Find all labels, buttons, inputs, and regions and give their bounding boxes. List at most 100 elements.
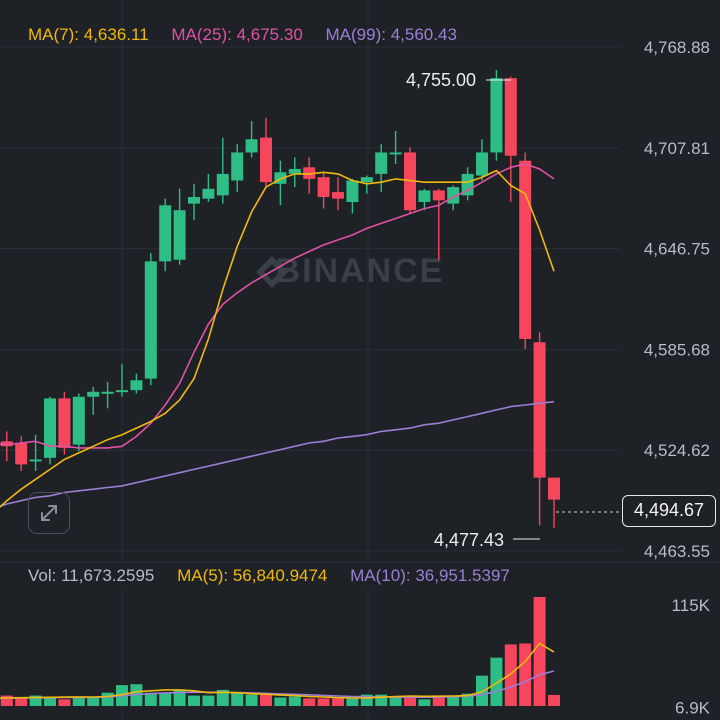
- volume-bar: [231, 692, 244, 706]
- candle: [375, 144, 388, 193]
- volume-bar: [188, 695, 200, 706]
- candle: [548, 477, 560, 529]
- candle-body: [519, 160, 532, 339]
- candle: [332, 177, 344, 211]
- candle-body: [159, 205, 172, 262]
- logo-diamond: [256, 256, 288, 288]
- volume-bar: [173, 689, 186, 706]
- candle-body: [548, 477, 560, 500]
- candle-body: [332, 192, 344, 199]
- volume-bar: [375, 694, 388, 706]
- volume-bar: [533, 597, 546, 706]
- candle-body: [274, 172, 287, 184]
- candle: [360, 175, 373, 194]
- price-tick-label: 4,707.81: [644, 139, 710, 158]
- volume-bar: [548, 694, 560, 706]
- ma25-value: 4,675.30: [236, 25, 303, 44]
- candles: [0, 69, 560, 529]
- candle-body: [418, 190, 431, 202]
- candle-body: [375, 152, 388, 174]
- volume-bar: [317, 698, 330, 706]
- expand-chart-button[interactable]: [28, 492, 70, 534]
- vol-ma5-line: [0, 642, 555, 699]
- candle-body: [317, 177, 330, 198]
- candle-body: [476, 152, 488, 176]
- volume-tick-label: 115K: [672, 596, 711, 615]
- ma99-label: MA(99):: [325, 25, 386, 44]
- candle: [317, 172, 330, 209]
- volume-axis: 115K 6.9K: [672, 596, 711, 717]
- volume-bar: [288, 696, 301, 706]
- volume-bar: [159, 692, 172, 706]
- volume-bar: [15, 698, 28, 706]
- low-price-label: 4,477.43: [434, 530, 504, 550]
- volume-bar: [519, 643, 532, 706]
- candle: [173, 188, 186, 265]
- vol-ma10-label: MA(10):: [350, 566, 411, 585]
- candle: [476, 139, 488, 181]
- volume-bar: [44, 696, 56, 706]
- candle-body: [58, 398, 71, 448]
- price-tick-label: 4,646.75: [644, 240, 710, 259]
- candle: [432, 188, 445, 260]
- volume-bar: [504, 644, 517, 706]
- candle: [303, 157, 316, 194]
- candle-body: [389, 152, 402, 155]
- ma99-value: 4,560.43: [390, 25, 457, 44]
- candle: [202, 173, 215, 202]
- candle: [519, 152, 532, 349]
- price-tick-label: 4,524.62: [644, 441, 710, 460]
- volume-bar: [360, 694, 373, 706]
- price-tick-label: 4,463.55: [644, 542, 710, 561]
- candle: [461, 167, 474, 201]
- candle-body: [533, 342, 546, 478]
- candle: [58, 391, 71, 455]
- volume-bar: [404, 695, 416, 706]
- candle: [188, 183, 200, 221]
- expand-icon: [41, 505, 57, 521]
- candle: [216, 137, 229, 204]
- candle-body: [72, 396, 85, 445]
- volume-bar: [447, 695, 460, 706]
- candle: [144, 253, 157, 386]
- volume-ma-lines: [0, 642, 555, 700]
- volume-bar: [101, 692, 114, 706]
- candle-body: [216, 173, 229, 196]
- candle-body: [260, 137, 272, 183]
- candle: [15, 436, 28, 472]
- volume-bar: [490, 657, 503, 706]
- ma7-line: [0, 169, 555, 509]
- candle-body: [87, 391, 100, 397]
- candle-body: [504, 78, 517, 156]
- volume-bar: [58, 699, 71, 706]
- volume-bars: [0, 597, 560, 706]
- price-axis: 4,768.88 4,707.81 4,646.75 4,585.68 4,524.62…: [644, 38, 710, 561]
- volume-bar: [144, 692, 157, 706]
- volume-bar: [303, 698, 316, 706]
- candle-body: [432, 190, 445, 201]
- candle: [533, 332, 546, 526]
- candle: [116, 363, 128, 397]
- volume-bar: [432, 695, 445, 706]
- candle: [260, 117, 272, 188]
- candle: [288, 157, 301, 188]
- ma25-label: MA(25):: [171, 25, 232, 44]
- candle-body: [173, 210, 186, 260]
- volume-bar: [0, 695, 13, 706]
- ma25-line: [0, 163, 555, 449]
- candle: [29, 434, 42, 472]
- candle: [504, 76, 517, 202]
- candle: [87, 386, 100, 415]
- candle-body: [0, 441, 13, 447]
- candle-body: [116, 390, 128, 393]
- candle-body: [360, 177, 373, 183]
- price-annotations: 4,755.00 4,477.43: [406, 70, 620, 550]
- candle: [389, 130, 402, 164]
- watermark-text: BINANCE: [276, 252, 445, 290]
- ma-legend: MA(7): 4,636.11 MA(25): 4,675.30 MA(99):…: [28, 25, 457, 45]
- candle-body: [346, 180, 359, 202]
- volume-bar: [274, 697, 287, 706]
- volume-bar: [332, 698, 344, 706]
